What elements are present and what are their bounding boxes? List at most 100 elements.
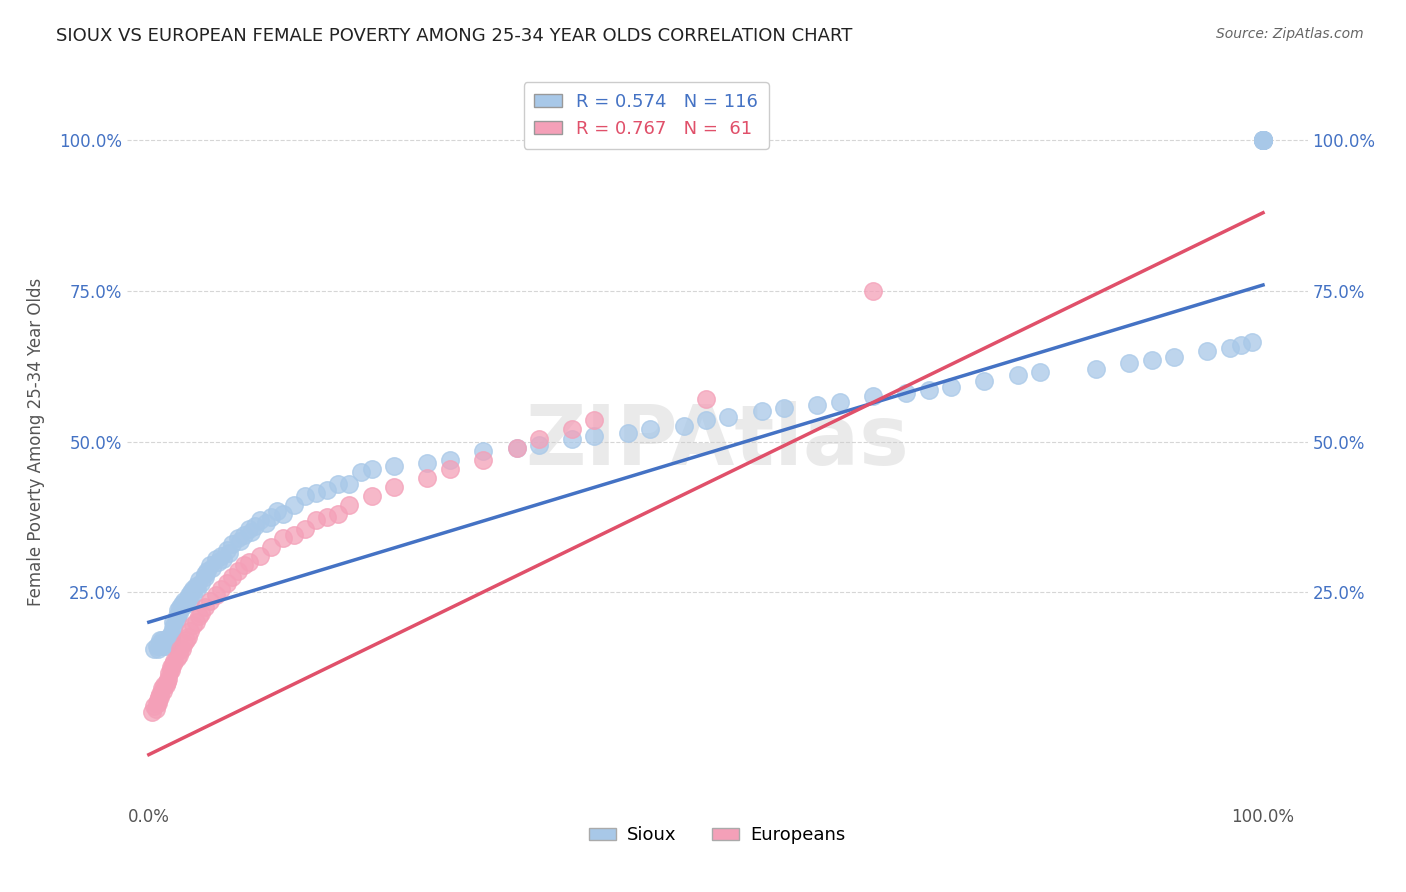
Point bbox=[238, 555, 260, 569]
Point bbox=[360, 461, 382, 475]
Point bbox=[156, 636, 179, 650]
Point bbox=[638, 423, 661, 437]
Point bbox=[271, 507, 294, 521]
Point bbox=[283, 528, 305, 542]
Point bbox=[172, 642, 194, 657]
Point bbox=[439, 461, 461, 475]
Point bbox=[193, 600, 215, 615]
Point bbox=[201, 561, 224, 575]
Point bbox=[249, 513, 271, 527]
Point bbox=[173, 636, 195, 650]
Point bbox=[238, 522, 260, 536]
Point bbox=[166, 603, 188, 617]
Point bbox=[751, 404, 773, 418]
Point bbox=[862, 284, 884, 298]
Point bbox=[177, 588, 200, 602]
Point bbox=[184, 579, 207, 593]
Point bbox=[416, 471, 439, 485]
Legend: Sioux, Europeans: Sioux, Europeans bbox=[582, 819, 852, 852]
Point bbox=[583, 413, 606, 427]
Text: SIOUX VS EUROPEAN FEMALE POVERTY AMONG 25-34 YEAR OLDS CORRELATION CHART: SIOUX VS EUROPEAN FEMALE POVERTY AMONG 2… bbox=[56, 27, 852, 45]
Point bbox=[328, 476, 350, 491]
Point bbox=[179, 624, 201, 639]
Point bbox=[305, 513, 328, 527]
Point bbox=[204, 552, 226, 566]
Point bbox=[172, 600, 194, 615]
Point bbox=[141, 706, 163, 720]
Point bbox=[271, 531, 294, 545]
Point bbox=[172, 597, 194, 611]
Point bbox=[145, 697, 167, 711]
Point bbox=[149, 639, 172, 653]
Point bbox=[162, 657, 184, 672]
Point bbox=[1219, 341, 1241, 355]
Point bbox=[155, 639, 177, 653]
Point bbox=[260, 509, 283, 524]
Point bbox=[617, 425, 640, 440]
Point bbox=[169, 642, 191, 657]
Point bbox=[180, 585, 202, 599]
Point bbox=[896, 386, 918, 401]
Point bbox=[1251, 133, 1274, 147]
Point bbox=[1251, 133, 1274, 147]
Point bbox=[190, 576, 212, 591]
Point bbox=[160, 664, 183, 678]
Point bbox=[160, 627, 183, 641]
Point bbox=[156, 633, 179, 648]
Point bbox=[183, 618, 205, 632]
Point bbox=[773, 401, 796, 416]
Point bbox=[349, 465, 371, 479]
Point bbox=[179, 594, 201, 608]
Point bbox=[249, 549, 271, 563]
Point bbox=[505, 441, 527, 455]
Point bbox=[188, 609, 211, 624]
Point bbox=[166, 651, 188, 665]
Point bbox=[209, 582, 232, 596]
Point bbox=[382, 458, 405, 473]
Point bbox=[195, 564, 218, 578]
Point bbox=[149, 690, 172, 705]
Point bbox=[149, 636, 172, 650]
Point bbox=[169, 600, 191, 615]
Point bbox=[439, 452, 461, 467]
Point bbox=[145, 639, 167, 653]
Point bbox=[1229, 338, 1251, 352]
Point bbox=[212, 552, 235, 566]
Point bbox=[1197, 344, 1219, 359]
Point bbox=[149, 687, 172, 701]
Point bbox=[155, 636, 177, 650]
Point bbox=[146, 697, 169, 711]
Point bbox=[1251, 133, 1274, 147]
Point bbox=[150, 681, 173, 696]
Point bbox=[561, 432, 583, 446]
Point bbox=[177, 630, 200, 644]
Point bbox=[221, 537, 243, 551]
Point bbox=[1251, 133, 1274, 147]
Point bbox=[160, 633, 183, 648]
Point bbox=[240, 524, 263, 539]
Point bbox=[232, 528, 254, 542]
Point bbox=[294, 522, 316, 536]
Point bbox=[226, 531, 249, 545]
Point bbox=[177, 591, 200, 606]
Point bbox=[229, 533, 252, 548]
Point bbox=[1251, 133, 1274, 147]
Point bbox=[527, 437, 550, 451]
Point bbox=[146, 693, 169, 707]
Point bbox=[215, 576, 238, 591]
Point bbox=[160, 630, 183, 644]
Point bbox=[1251, 133, 1274, 147]
Point bbox=[145, 702, 167, 716]
Point bbox=[148, 690, 170, 705]
Point bbox=[939, 380, 962, 394]
Point bbox=[1140, 353, 1163, 368]
Text: Source: ZipAtlas.com: Source: ZipAtlas.com bbox=[1216, 27, 1364, 41]
Point bbox=[218, 546, 240, 560]
Point bbox=[806, 398, 828, 412]
Point bbox=[152, 639, 174, 653]
Point bbox=[472, 443, 495, 458]
Point bbox=[186, 582, 208, 596]
Point bbox=[167, 648, 190, 663]
Point bbox=[152, 684, 174, 698]
Point bbox=[1251, 133, 1274, 147]
